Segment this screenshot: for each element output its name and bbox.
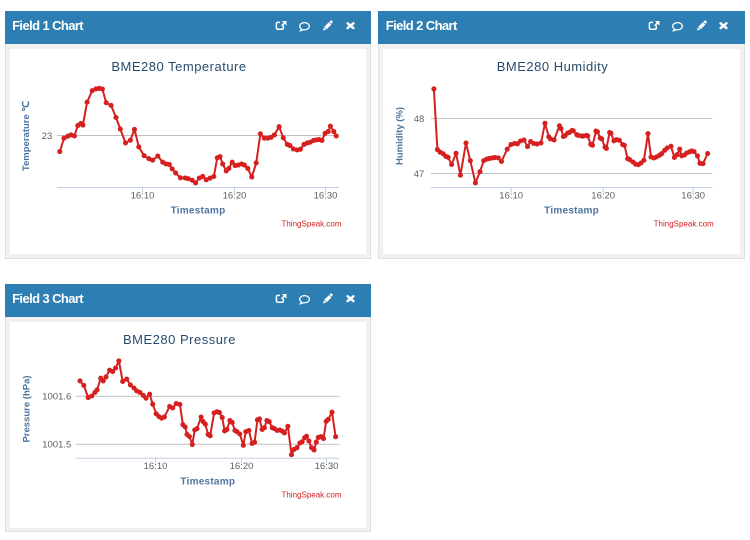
svg-text:16:20: 16:20: [230, 461, 254, 472]
svg-text:BME280 Humidity: BME280 Humidity: [497, 59, 609, 74]
svg-text:Timestamp: Timestamp: [180, 477, 235, 488]
svg-text:Temperature ℃: Temperature ℃: [21, 101, 32, 171]
svg-text:16:30: 16:30: [682, 190, 706, 201]
svg-text:16:30: 16:30: [315, 461, 339, 472]
svg-text:16:10: 16:10: [144, 461, 168, 472]
svg-text:Timestamp: Timestamp: [544, 206, 599, 217]
svg-text:Timestamp: Timestamp: [171, 206, 226, 217]
svg-text:Humidity (%): Humidity (%): [395, 107, 406, 165]
svg-text:1001.5: 1001.5: [42, 440, 71, 451]
svg-text:BME280 Temperature: BME280 Temperature: [111, 59, 246, 74]
svg-text:16:20: 16:20: [223, 190, 247, 201]
svg-text:16:20: 16:20: [592, 190, 616, 201]
svg-text:1001.6: 1001.6: [42, 392, 71, 403]
svg-text:Pressure (hPa): Pressure (hPa): [22, 376, 33, 443]
svg-text:48: 48: [414, 114, 425, 125]
svg-text:16:30: 16:30: [314, 190, 338, 201]
svg-text:16:10: 16:10: [500, 190, 524, 201]
svg-text:47: 47: [414, 169, 425, 180]
svg-text:16:10: 16:10: [131, 190, 155, 201]
svg-text:23: 23: [42, 131, 53, 142]
svg-text:ThingSpeak.com: ThingSpeak.com: [281, 220, 341, 229]
svg-text:ThingSpeak.com: ThingSpeak.com: [654, 220, 714, 229]
svg-text:ThingSpeak.com: ThingSpeak.com: [281, 491, 341, 500]
svg-text:BME280 Pressure: BME280 Pressure: [123, 332, 236, 347]
